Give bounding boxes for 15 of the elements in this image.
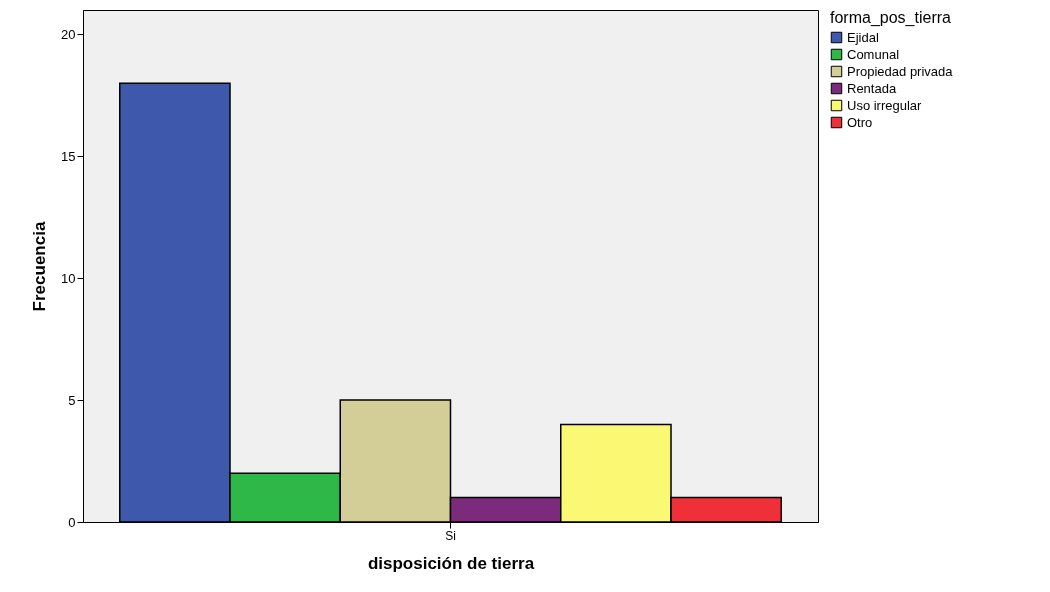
x-axis-title: disposición de tierra bbox=[367, 553, 535, 573]
legend-title: forma_pos_tierra bbox=[830, 9, 952, 27]
y-tick-label: 20 bbox=[61, 26, 76, 42]
y-tick-label: 5 bbox=[68, 392, 76, 408]
y-tick-label: 15 bbox=[61, 148, 76, 164]
legend-label: Uso irregular bbox=[847, 97, 923, 113]
legend-label: Comunal bbox=[847, 46, 900, 62]
y-tick-label: 10 bbox=[61, 270, 76, 286]
legend-label: Ejidal bbox=[847, 29, 879, 45]
legend-label: Otro bbox=[847, 114, 873, 130]
x-tick-label: Si bbox=[445, 528, 456, 543]
y-tick-label: 0 bbox=[68, 514, 76, 530]
legend-label: Rentada bbox=[847, 80, 897, 96]
y-axis-title: Frecuencia bbox=[30, 221, 50, 312]
legend-label: Propiedad privada bbox=[847, 63, 954, 79]
